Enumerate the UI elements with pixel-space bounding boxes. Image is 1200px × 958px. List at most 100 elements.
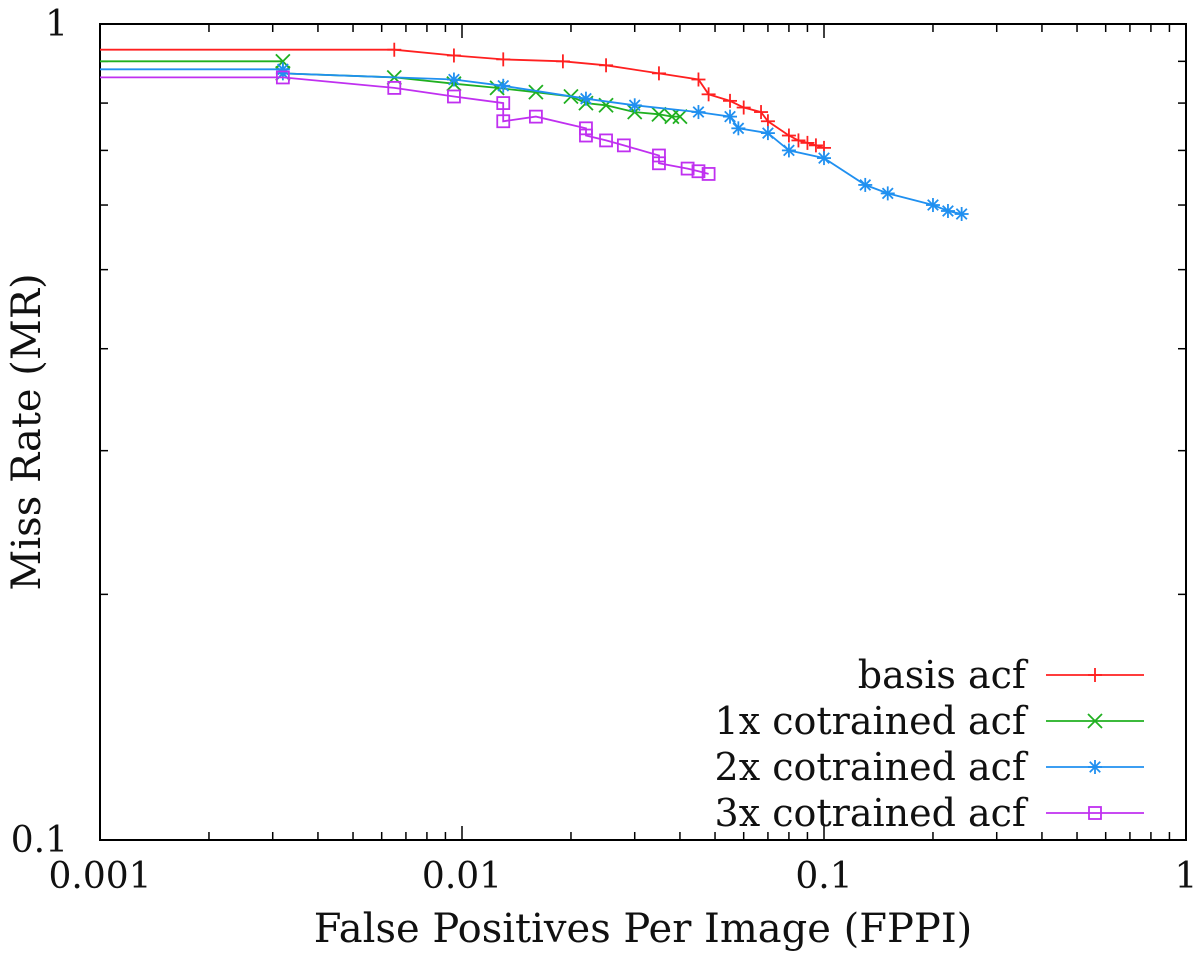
plus-marker [791, 133, 806, 148]
marker-stroke [1087, 713, 1103, 729]
marker-stroke [598, 97, 614, 113]
star-marker [817, 151, 831, 166]
marker-stroke [680, 161, 695, 176]
marker-stroke [387, 81, 402, 95]
plus-marker [387, 42, 402, 57]
plus-marker [446, 48, 461, 63]
x-tick-label: 1 [1175, 856, 1198, 897]
star-marker [496, 78, 511, 93]
series-line [100, 76, 709, 175]
marker-stroke [691, 164, 706, 179]
series-1 [100, 42, 831, 155]
x-tick-label: 0.01 [422, 856, 502, 897]
star-marker [723, 109, 738, 124]
marker-stroke [275, 70, 290, 85]
marker-stroke [628, 99, 641, 112]
cross-marker [275, 53, 291, 69]
square-marker [680, 161, 695, 176]
square-marker [652, 156, 666, 171]
square-marker [496, 114, 511, 129]
marker-stroke [881, 187, 894, 200]
series-line [100, 68, 962, 215]
star-marker [627, 98, 642, 113]
marker-stroke [496, 96, 511, 110]
star-marker [954, 207, 969, 222]
square-marker [652, 148, 666, 163]
plus-marker [651, 66, 666, 81]
marker-stroke [652, 148, 666, 163]
marker-stroke [672, 108, 688, 125]
star-marker [578, 91, 593, 106]
marker-stroke [783, 144, 795, 157]
star-marker [781, 143, 796, 158]
marker-stroke [652, 156, 666, 171]
legend-label: 2x cotrained acf [715, 745, 1029, 789]
marker-stroke [496, 114, 511, 129]
square-marker [387, 81, 402, 95]
y-tick-label: 0.1 [11, 820, 68, 861]
marker-stroke [579, 121, 593, 136]
cross-marker [672, 108, 688, 125]
marker-stroke [580, 92, 592, 105]
star-marker [880, 186, 895, 201]
marker-stroke [732, 122, 745, 135]
square-marker [528, 109, 543, 124]
square-marker [275, 70, 290, 85]
marker-stroke [701, 167, 716, 181]
plus-marker [760, 114, 775, 129]
plus-marker [736, 100, 751, 115]
marker-stroke [955, 208, 968, 220]
plus-marker [496, 52, 511, 67]
plus-marker [781, 128, 796, 143]
marker-stroke [275, 53, 291, 69]
legend-label: 1x cotrained acf [715, 699, 1029, 743]
square-marker [691, 164, 706, 179]
cross-marker [528, 84, 544, 100]
cross-marker [1087, 713, 1103, 729]
marker-stroke [497, 79, 510, 92]
series-3 [100, 62, 969, 222]
marker-stroke [528, 109, 543, 124]
marker-stroke [724, 110, 736, 123]
marker-stroke [447, 89, 461, 104]
plot-frame [99, 23, 1187, 841]
marker-stroke [448, 73, 460, 86]
marker-stroke [616, 138, 631, 153]
marker-stroke [1089, 761, 1101, 773]
star-marker [858, 177, 873, 192]
star-marker [940, 203, 955, 218]
marker-stroke [927, 199, 939, 211]
square-marker [579, 128, 593, 143]
square-marker [579, 121, 593, 136]
legend-label: 3x cotrained acf [715, 791, 1029, 835]
marker-stroke [1088, 806, 1102, 820]
square-marker [616, 138, 631, 153]
y-axis-label: Miss Rate (MR) [4, 273, 50, 590]
x-tick-label: 0.1 [795, 856, 852, 897]
square-marker [447, 89, 461, 104]
star-marker [731, 121, 746, 136]
plus-marker [599, 58, 614, 73]
square-marker [496, 96, 511, 110]
marker-stroke [942, 205, 954, 217]
plus-marker [723, 93, 738, 108]
marker-stroke [528, 84, 544, 100]
plus-marker [754, 105, 769, 120]
plus-marker [1088, 668, 1102, 682]
plus-marker [555, 54, 570, 69]
marker-stroke [692, 106, 705, 118]
plus-marker [808, 138, 823, 153]
marker-stroke [818, 152, 830, 164]
marker-stroke [599, 133, 613, 148]
square-marker [1088, 806, 1102, 820]
marker-stroke [579, 128, 593, 143]
star-marker [446, 72, 461, 87]
y-tick-label: 1 [45, 4, 68, 45]
legend-label: basis acf [858, 653, 1029, 697]
axis-ticks [99, 23, 1187, 841]
x-axis-label: False Positives Per Image (FPPI) [314, 906, 972, 952]
axis-tick-labels: 0.001 0.01 0.1 1 0.1 1 [11, 4, 1198, 897]
marker-stroke [651, 106, 667, 122]
